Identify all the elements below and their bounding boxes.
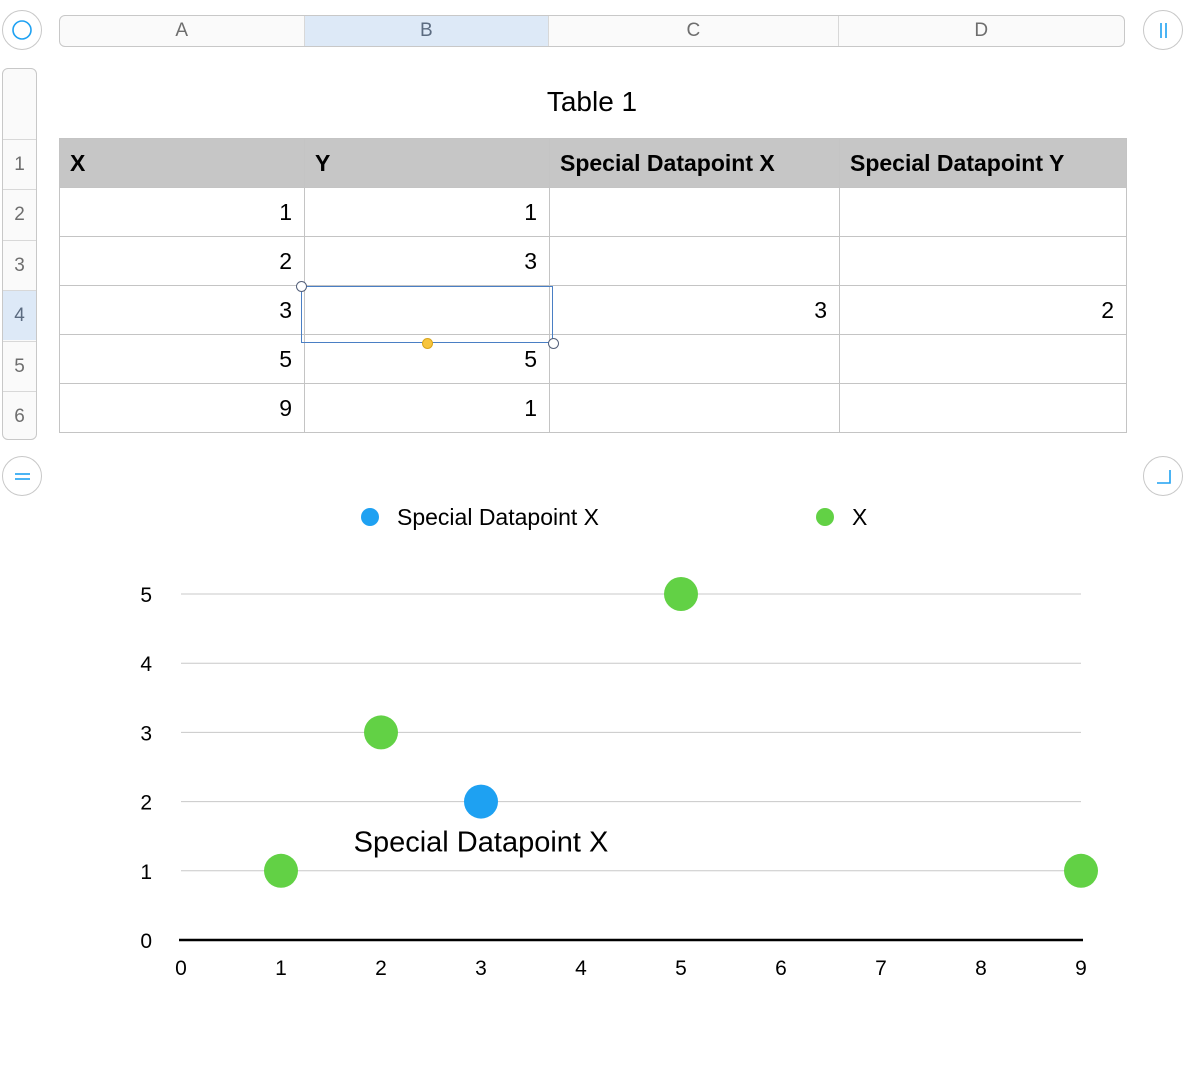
legend-marker bbox=[361, 508, 379, 526]
selection-handle-top-left[interactable] bbox=[296, 281, 307, 292]
data-point bbox=[364, 715, 398, 750]
header-cell[interactable]: X bbox=[59, 138, 305, 188]
table-cell[interactable]: 3 bbox=[549, 285, 840, 335]
legend-label: X bbox=[852, 504, 867, 530]
table-cell[interactable] bbox=[839, 187, 1127, 237]
resize-corner-icon bbox=[1157, 470, 1171, 484]
column-header-d[interactable]: D bbox=[974, 20, 989, 41]
data-point bbox=[264, 853, 298, 888]
data-label: Special Datapoint X bbox=[354, 827, 609, 859]
x-tick-label: 3 bbox=[475, 957, 487, 980]
y-tick-label: 5 bbox=[140, 584, 152, 607]
autofill-handle[interactable] bbox=[422, 338, 433, 349]
x-tick-label: 5 bbox=[675, 957, 687, 980]
table-cell[interactable] bbox=[549, 187, 840, 237]
x-tick-label: 8 bbox=[975, 957, 987, 980]
add-column-button[interactable] bbox=[1143, 10, 1183, 50]
y-tick-label: 0 bbox=[140, 930, 152, 953]
x-tick-label: 2 bbox=[375, 957, 387, 980]
table-cell[interactable]: 9 bbox=[59, 383, 305, 433]
header-cell[interactable]: Special Datapoint X bbox=[549, 138, 840, 188]
table-cell[interactable]: 3 bbox=[304, 236, 550, 286]
column-header-b[interactable]: B bbox=[304, 16, 550, 46]
column-header-a[interactable]: A bbox=[60, 16, 305, 46]
x-tick-label: 7 bbox=[875, 957, 887, 980]
table-title[interactable]: Table 1 bbox=[546, 86, 638, 117]
row-header-2[interactable]: 2 bbox=[3, 189, 36, 239]
table-cell[interactable]: 3 bbox=[59, 285, 305, 335]
table-cell[interactable]: 1 bbox=[304, 383, 550, 433]
row-header-5[interactable]: 5 bbox=[3, 341, 36, 391]
row-header-1[interactable]: 1 bbox=[3, 139, 36, 189]
y-tick-label: 1 bbox=[140, 861, 152, 884]
row-header-3[interactable]: 3 bbox=[3, 240, 36, 290]
table-cell[interactable] bbox=[549, 383, 840, 433]
data-point bbox=[1064, 853, 1098, 888]
select-table-button[interactable] bbox=[2, 10, 42, 50]
data-table: X Y Special Datapoint X Special Datapoint Y… bbox=[59, 138, 1127, 433]
legend-label: Special Datapoint X bbox=[397, 504, 599, 530]
row-header-4[interactable]: 4 bbox=[3, 290, 36, 340]
data-point bbox=[664, 577, 698, 611]
x-tick-label: 9 bbox=[1075, 957, 1087, 980]
circle-icon bbox=[12, 20, 32, 40]
table-cell[interactable] bbox=[304, 285, 550, 335]
column-header-c[interactable]: C bbox=[549, 16, 839, 46]
data-point bbox=[464, 784, 498, 819]
y-tick-label: 2 bbox=[140, 792, 152, 815]
row-handle-icon bbox=[15, 473, 30, 480]
table-cell[interactable] bbox=[839, 383, 1127, 433]
column-handle-icon bbox=[1160, 23, 1167, 38]
scatter-chart[interactable]: 0 1 2 3 4 5 0 1 2 3 4 5 6 7 8 9 Special Datapoint X X Spec… bbox=[0, 480, 1194, 1020]
x-tick-label: 4 bbox=[575, 957, 587, 980]
header-cell[interactable]: Special Datapoint Y bbox=[839, 138, 1127, 188]
table-cell[interactable] bbox=[549, 334, 840, 384]
table-cell[interactable] bbox=[839, 236, 1127, 286]
table-cell[interactable]: 1 bbox=[59, 187, 305, 237]
legend-marker bbox=[816, 508, 834, 526]
header-cell[interactable]: Y bbox=[304, 138, 550, 188]
row-header-6[interactable]: 6 bbox=[3, 391, 36, 439]
x-tick-label: 1 bbox=[275, 957, 287, 980]
y-tick-label: 3 bbox=[140, 722, 152, 745]
y-tick-label: 4 bbox=[140, 653, 152, 676]
table-cell[interactable]: 1 bbox=[304, 187, 550, 237]
table-cell[interactable]: 5 bbox=[59, 334, 305, 384]
table-cell[interactable] bbox=[839, 334, 1127, 384]
add-row-button[interactable] bbox=[2, 456, 42, 496]
selection-handle-bottom-right[interactable] bbox=[548, 338, 559, 349]
table-cell[interactable]: 2 bbox=[59, 236, 305, 286]
table-cell[interactable] bbox=[549, 236, 840, 286]
header-row: X Y Special Datapoint X Special Datapoint Y bbox=[59, 138, 1127, 188]
table-cell[interactable]: 2 bbox=[839, 285, 1127, 335]
x-tick-label: 0 bbox=[175, 957, 187, 980]
x-tick-label: 6 bbox=[775, 957, 787, 980]
resize-table-button[interactable] bbox=[1143, 456, 1183, 496]
